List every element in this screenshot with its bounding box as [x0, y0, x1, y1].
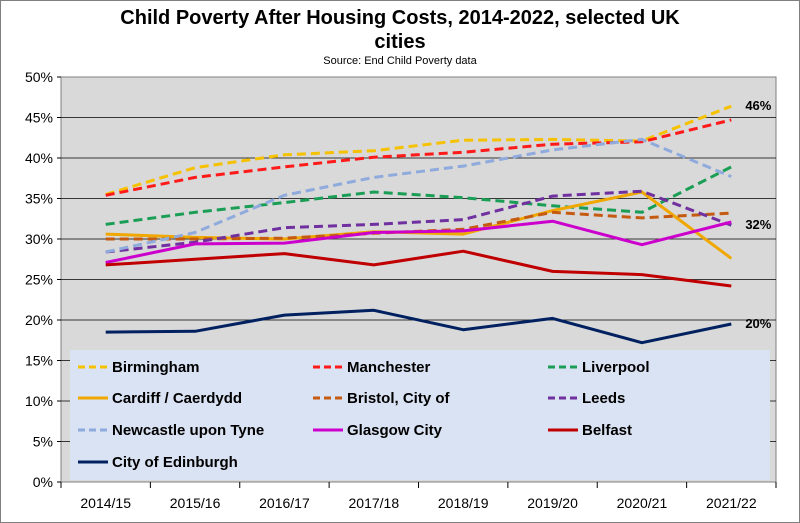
y-tick-label-3: 15% [25, 353, 53, 369]
series-line-newcastle-upon-tyne [105, 137, 732, 254]
legend-label-bristol-city-of: Bristol, City of [347, 390, 451, 407]
y-tick-label-10: 50% [25, 69, 53, 85]
chart-title: Child Poverty After Housing Costs, 2014-… [0, 6, 800, 54]
y-axis: 0% 5% 10% 15% 20% 25% 30% 35% 40% 45% 50% [25, 69, 61, 490]
series-line-city-of-edinburgh [105, 308, 732, 345]
y-tick-label-4: 20% [25, 312, 53, 328]
x-tick-label-2014-15: 2014/15 [80, 495, 131, 511]
series-layer [105, 104, 733, 345]
legend-label-leeds: Leeds [582, 390, 625, 407]
x-tick-label-2020-21: 2020/21 [617, 495, 668, 511]
chart-title-line-2: cities [374, 31, 426, 53]
y-tick-label-0: 0% [33, 474, 53, 490]
x-tick-label-2019-20: 2019/20 [527, 495, 578, 511]
y-tick-label-8: 40% [25, 150, 53, 166]
series-line-leeds [105, 189, 732, 254]
y-tick-label-1: 5% [33, 434, 53, 450]
y-tick-label-5: 25% [25, 272, 53, 288]
series-line-belfast [105, 249, 732, 288]
x-tick-label-2016-17: 2016/17 [259, 495, 310, 511]
y-tick-label-9: 45% [25, 110, 53, 126]
end-label-birmingham: 46% [745, 98, 771, 113]
y-tick-label-7: 35% [25, 191, 53, 207]
end-label-leeds: 32% [745, 217, 771, 232]
legend-label-liverpool: Liverpool [582, 359, 650, 376]
x-axis: 2014/15 2015/16 2016/17 2017/18 2018/19 2019/… [60, 482, 777, 511]
chart-title-line-1: Child Poverty After Housing Costs, 2014-… [120, 7, 680, 29]
y-tick-label-6: 30% [25, 231, 53, 247]
legend-label-belfast: Belfast [582, 422, 632, 439]
series-line-glasgow-city [105, 219, 732, 264]
x-tick-label-2018-19: 2018/19 [438, 495, 489, 511]
legend: Birmingham Manchester Liverpool Cardiff / C… [70, 350, 770, 480]
series-line-liverpool [105, 165, 732, 226]
chart-subtitle: Source: End Child Poverty data [323, 55, 477, 67]
legend-label-glasgow-city: Glasgow City [347, 422, 443, 439]
end-labels: 46% 32% 20% [745, 98, 771, 331]
legend-label-city-of-edinburgh: City of Edinburgh [112, 454, 238, 471]
x-tick-label-2021-22: 2021/22 [706, 495, 757, 511]
legend-label-newcastle-upon-tyne: Newcastle upon Tyne [112, 422, 264, 439]
legend-label-manchester: Manchester [347, 359, 431, 376]
legend-box [70, 350, 770, 480]
end-label-city-of-edinburgh: 20% [745, 316, 771, 331]
legend-label-birmingham: Birmingham [112, 359, 200, 376]
y-tick-label-2: 10% [25, 393, 53, 409]
x-tick-label-2017-18: 2017/18 [349, 495, 400, 511]
x-tick-label-2015-16: 2015/16 [170, 495, 221, 511]
legend-label-cardiff-caerdydd: Cardiff / Caerdydd [112, 390, 242, 407]
